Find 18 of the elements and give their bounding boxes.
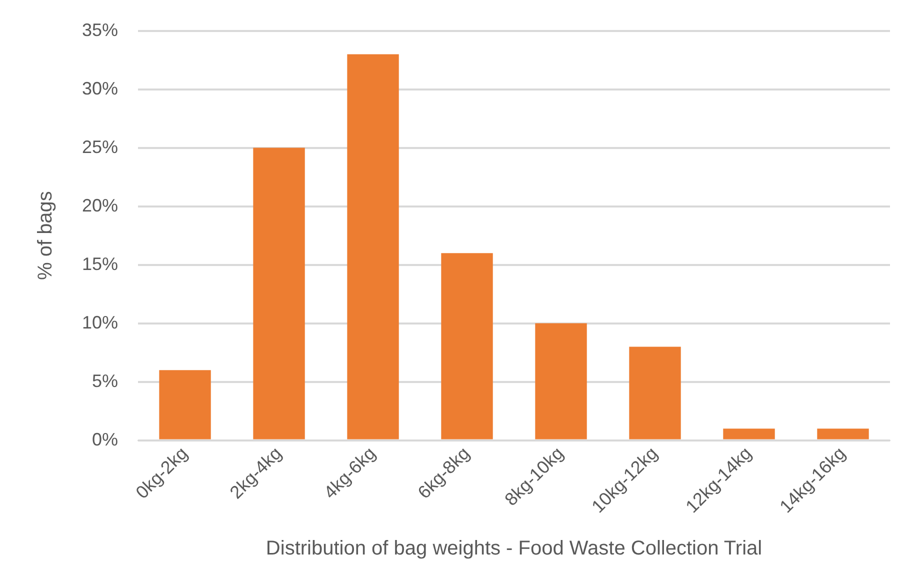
bar: [817, 428, 869, 440]
y-axis-title: % of bags: [34, 191, 57, 280]
bar: [347, 54, 399, 440]
y-tick-label: 15%: [82, 254, 118, 274]
bar: [535, 323, 587, 440]
bar: [441, 253, 493, 440]
y-tick-label: 5%: [92, 370, 118, 391]
y-tick-label: 10%: [82, 312, 118, 332]
y-tick-label: 25%: [82, 136, 118, 157]
y-tick-label: 0%: [92, 429, 118, 450]
bar: [159, 370, 211, 440]
bar: [629, 346, 681, 440]
bar: [723, 428, 775, 440]
y-tick-label: 30%: [82, 78, 118, 98]
y-tick-label: 35%: [82, 20, 118, 40]
y-tick-label: 20%: [82, 195, 118, 216]
x-axis-title: Distribution of bag weights - Food Waste Collection Trial: [266, 538, 762, 560]
bar: [253, 148, 305, 440]
